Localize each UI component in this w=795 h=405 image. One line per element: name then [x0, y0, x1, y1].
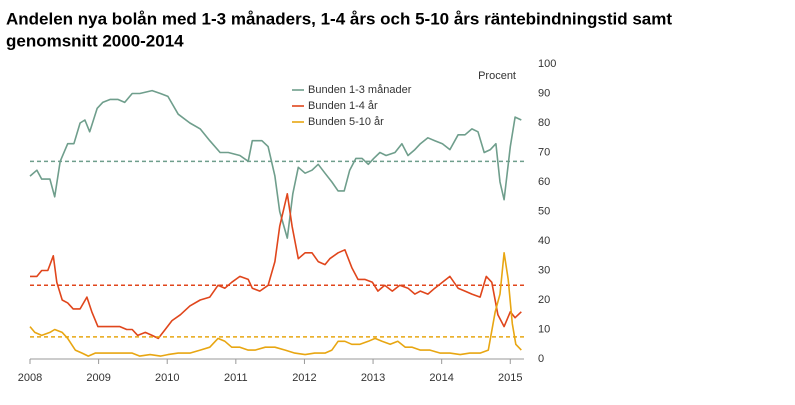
x-tick-label: 2012: [292, 372, 316, 384]
y-tick-label: 60: [538, 176, 550, 188]
y-tick-label: 100: [538, 58, 556, 70]
chart-title: Andelen nya bolån med 1-3 månaders, 1-4 …: [6, 9, 672, 28]
legend-label: Bunden 5-10 år: [308, 116, 384, 128]
y-tick-label: 70: [538, 146, 550, 158]
x-tick-label: 2010: [155, 372, 179, 384]
y-tick-label: 20: [538, 294, 550, 306]
y-tick-label: 90: [538, 87, 550, 99]
chart-title: genomsnitt 2000-2014: [6, 31, 184, 50]
y-axis-label: Procent: [478, 70, 516, 82]
y-tick-label: 0: [538, 353, 544, 365]
y-tick-label: 50: [538, 205, 550, 217]
x-tick-label: 2014: [429, 372, 453, 384]
line: [30, 193, 522, 340]
line: [29, 252, 522, 357]
y-tick-label: 30: [538, 264, 550, 276]
x-tick-label: 2008: [18, 372, 42, 384]
y-tick-label: 10: [538, 323, 550, 335]
x-tick-label: 2013: [361, 372, 385, 384]
x-tick-label: 2015: [498, 372, 522, 384]
y-tick-label: 80: [538, 117, 550, 129]
line: [29, 89, 522, 239]
x-tick-label: 2009: [86, 372, 110, 384]
y-tick-label: 40: [538, 235, 550, 247]
x-tick-label: 2011: [224, 372, 248, 384]
legend-label: Bunden 1-4 år: [308, 100, 378, 112]
legend-label: Bunden 1-3 månader: [308, 84, 412, 96]
